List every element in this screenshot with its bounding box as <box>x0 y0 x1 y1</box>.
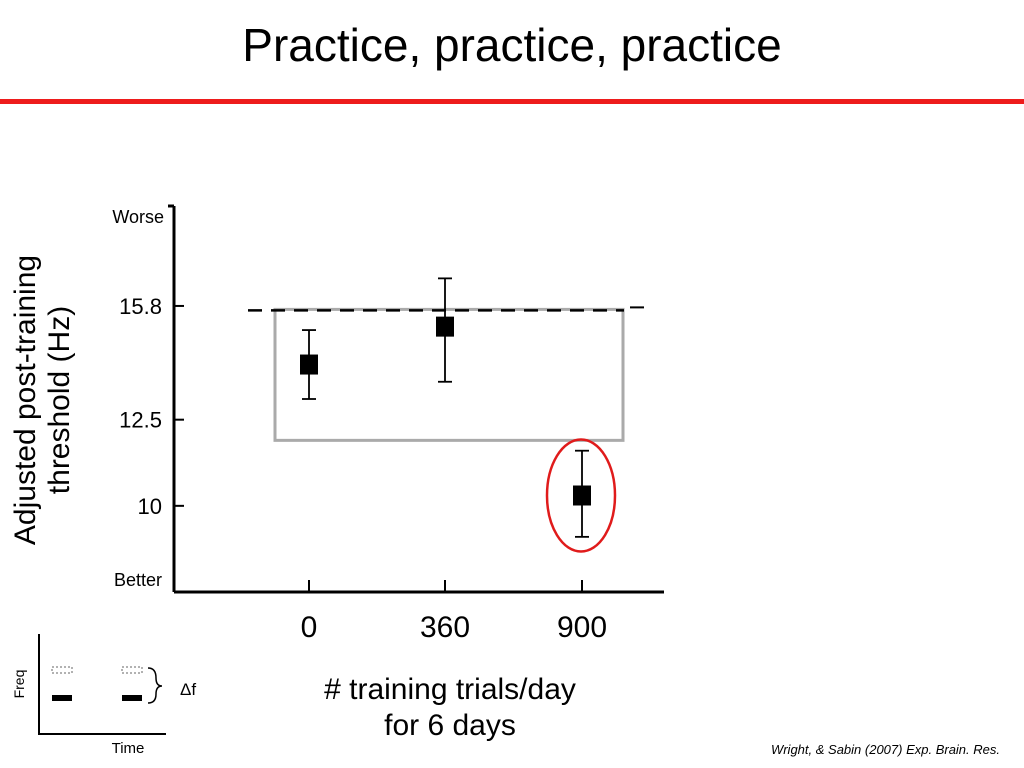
y-tick-label: 10 <box>138 494 162 519</box>
citation: Wright, & Sabin (2007) Exp. Brain. Res. <box>770 742 1000 757</box>
title-divider <box>0 99 1024 104</box>
highlight-ellipse <box>545 438 617 553</box>
y-end-label-better: Better <box>114 570 162 590</box>
data-point-marker <box>573 485 591 506</box>
y-tick-label: 12.5 <box>119 408 162 433</box>
x-axis-title-line-2: for 6 days <box>384 709 516 742</box>
slide-title: Practice, practice, practice <box>242 19 782 71</box>
x-axis-title-line-1: # training trials/day <box>324 673 576 706</box>
x-tick-label: 0 <box>301 611 318 644</box>
data-point-marker <box>436 316 454 337</box>
x-axis-title: # training trials/day for 6 days <box>250 672 650 744</box>
range-box <box>273 307 625 442</box>
x-tick-label: 360 <box>420 611 470 644</box>
y-end-label-worse: Worse <box>112 207 164 227</box>
data-point-marker <box>300 354 318 375</box>
x-tick-label: 900 <box>557 611 607 644</box>
y-tick-label: 15.8 <box>119 294 162 319</box>
